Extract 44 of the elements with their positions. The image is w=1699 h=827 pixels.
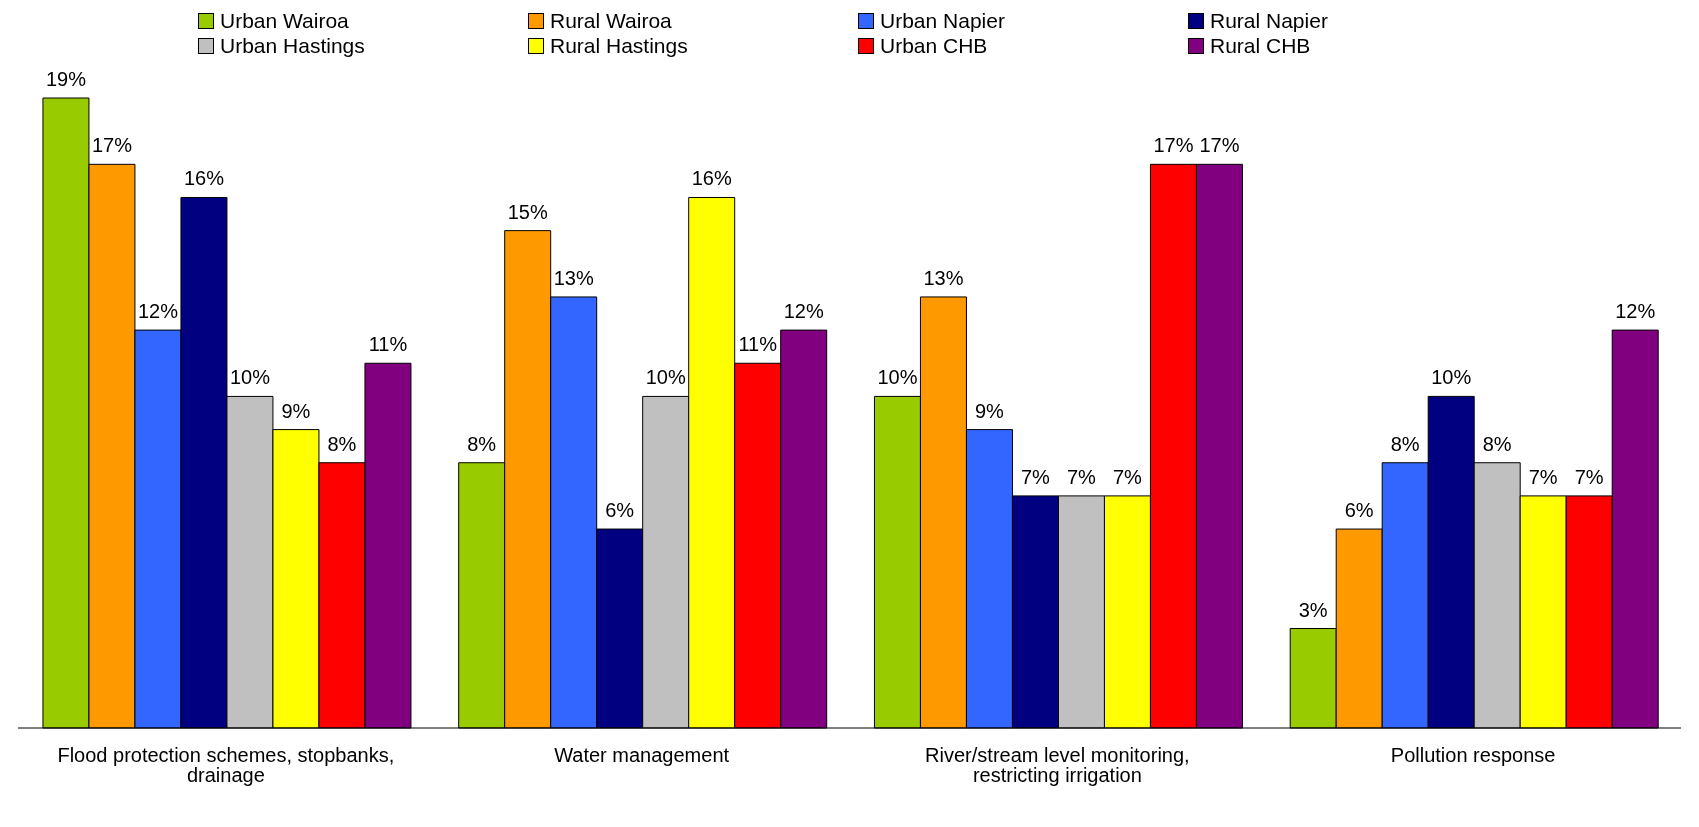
data-label: 16%	[183, 167, 225, 190]
data-label: 19%	[45, 68, 87, 90]
data-label: 7%	[1528, 465, 1558, 488]
data-label: 17%	[1199, 134, 1240, 157]
data-label: 10%	[645, 366, 686, 389]
data-label: 9%	[974, 399, 1005, 422]
x-tick-label: Flood protection schemes, stopbanks, drainage	[57, 744, 395, 787]
data-label: 16%	[691, 167, 732, 190]
data-label: 7%	[1112, 465, 1143, 488]
data-label: 13%	[553, 266, 594, 289]
legend-label: Rural Wairoa	[550, 8, 672, 33]
data-label: 12%	[1615, 300, 1656, 323]
data-label: 10%	[229, 366, 271, 389]
data-label: 17%	[91, 134, 133, 157]
data-label: 10%	[877, 366, 918, 389]
data-label: 11%	[368, 333, 408, 356]
x-tick-label: Water management	[554, 744, 730, 767]
data-label: 8%	[467, 432, 497, 455]
data-label: 7%	[1066, 465, 1097, 488]
x-tick-label: Pollution response	[1390, 744, 1556, 767]
data-label: 17%	[1153, 134, 1194, 157]
legend-label: Urban CHB	[880, 33, 988, 58]
legend-label: Urban Hastings	[220, 33, 365, 58]
data-label: 12%	[137, 300, 179, 323]
legend-label: Rural Napier	[1210, 8, 1328, 33]
legend-label: Urban Napier	[880, 8, 1005, 33]
data-label: 8%	[1390, 432, 1420, 455]
data-label: 6%	[605, 499, 635, 522]
legend-label: Rural Hastings	[550, 33, 688, 58]
data-label: 8%	[1482, 432, 1512, 455]
data-label: 7%	[1020, 465, 1051, 488]
data-label: 9%	[281, 399, 311, 422]
data-label: 13%	[923, 266, 964, 289]
data-label: 11%	[738, 333, 778, 356]
data-label: 6%	[1344, 499, 1374, 522]
data-label: 7%	[1574, 465, 1604, 488]
data-label: 3%	[1298, 598, 1328, 621]
x-tick-label: River/stream level monitoring, restricting irrigation	[925, 744, 1190, 787]
legend-label: Rural CHB	[1210, 33, 1311, 58]
data-label: 15%	[507, 200, 548, 223]
data-label: 10%	[1431, 366, 1472, 389]
data-label: 12%	[783, 300, 824, 323]
legend-label: Urban Wairoa	[220, 8, 349, 33]
data-label: 8%	[327, 432, 357, 455]
